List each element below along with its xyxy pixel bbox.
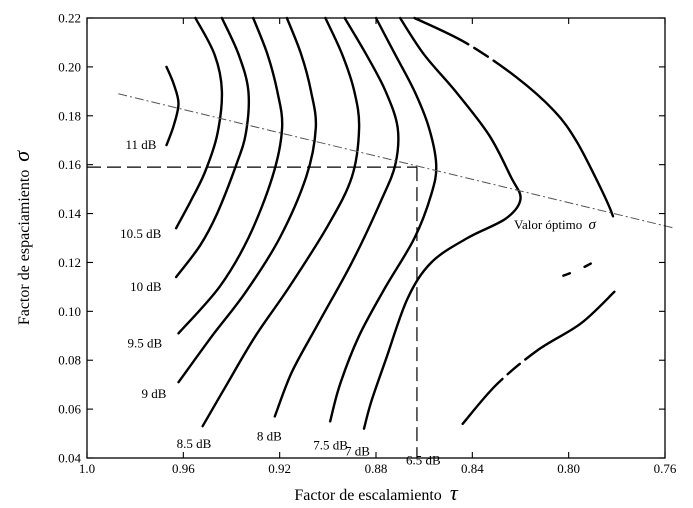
optimum-label: Valor óptimo — [514, 217, 582, 232]
optimum-sigma-line — [118, 93, 675, 229]
x-tick-label: 0.84 — [461, 461, 484, 476]
curve-11dB — [165, 65, 180, 147]
y-tick-label: 0.06 — [58, 402, 81, 417]
optimum-annotation: Valor óptimo σ — [514, 217, 597, 233]
curve-labels: 11 dB 10.5 dB 10 dB 9.5 dB 9 dB 8.5 dB 8 dB 7.5… — [120, 137, 441, 467]
svg-text:Valor óptimo σ: Valor óptimo σ — [514, 217, 597, 233]
curve-7_5dB — [329, 16, 438, 423]
y-tick-label: 0.18 — [58, 108, 81, 123]
directivity-curves — [165, 16, 620, 430]
y-tick-label: 0.16 — [58, 157, 81, 172]
curve-label: 9.5 dB — [128, 335, 163, 350]
y-axis-title: Factor de espaciamiento — [16, 170, 33, 326]
x-axis-symbol: τ — [450, 480, 459, 505]
svg-text:Factor de espaciamiento: Factor de espaciamiento σ — [9, 150, 34, 326]
reference-lines — [87, 93, 675, 458]
curve-9_5dB — [177, 16, 284, 335]
x-tick-label: 0.92 — [268, 461, 291, 476]
x-tick-label: 0.88 — [365, 461, 388, 476]
curve-extra — [461, 290, 616, 425]
y-tick-label: 0.08 — [58, 353, 81, 368]
x-axis-label: Factor de escalamiento τ — [294, 480, 459, 505]
y-tick-label: 0.22 — [58, 11, 81, 26]
curve-label: 10.5 dB — [120, 226, 162, 241]
x-tick-label: 0.80 — [557, 461, 580, 476]
y-tick-label: 0.12 — [58, 255, 81, 270]
x-tick-label: 0.96 — [172, 461, 195, 476]
y-tick-label: 0.04 — [58, 451, 81, 466]
curve-6_5dB — [413, 16, 620, 374]
curve-8_5dB — [201, 16, 361, 428]
y-axis-label: Factor de espaciamiento σ — [9, 150, 34, 326]
svg-text:Factor de escalamiento τ: Factor de escalamiento τ — [294, 480, 459, 505]
curve-8dB — [273, 16, 400, 418]
curve-10_5dB — [174, 16, 224, 230]
curve-9dB — [177, 16, 318, 384]
curve-label: 8.5 dB — [177, 436, 212, 451]
curve-label: 10 dB — [130, 279, 162, 294]
y-tick-label: 0.20 — [58, 59, 81, 74]
curve-7dB — [362, 16, 522, 430]
curve-label: 7.5 dB — [313, 437, 348, 452]
curve-10dB — [174, 16, 251, 279]
curve-label: 6.5 dB — [406, 452, 441, 467]
y-axis-symbol: σ — [9, 150, 34, 162]
curve-label: 11 dB — [125, 137, 156, 152]
x-tick-label: 1.0 — [79, 461, 95, 476]
tick-labels: 1.0 0.96 0.92 0.88 0.84 0.80 0.76 0.04 0.06 0.08 0… — [58, 11, 677, 477]
curve-label: 9 dB — [142, 386, 167, 401]
x-axis-title: Factor de escalamiento — [294, 487, 442, 504]
x-tick-label: 0.76 — [654, 461, 677, 476]
plot-frame — [86, 17, 666, 459]
optimum-symbol: σ — [589, 217, 597, 233]
y-tick-label: 0.10 — [58, 304, 81, 319]
curve-label: 7 dB — [345, 444, 370, 459]
curve-label: 8 dB — [257, 428, 282, 443]
y-tick-label: 0.14 — [58, 206, 81, 221]
